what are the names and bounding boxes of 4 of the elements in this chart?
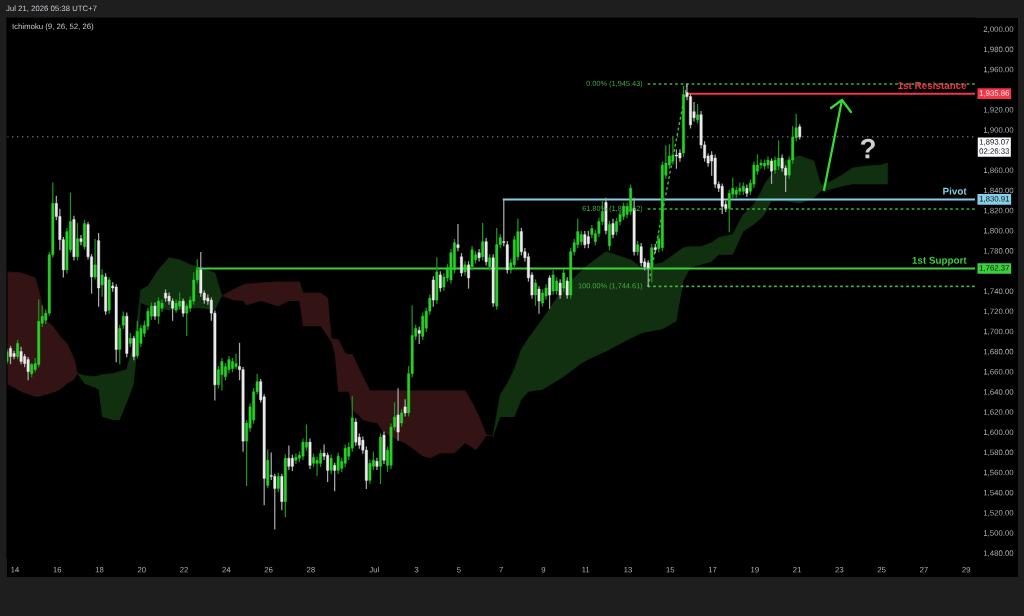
- series-label: 1st Support: [912, 256, 967, 266]
- series-label: 1st Resistance: [898, 81, 967, 89]
- annotation: ?: [860, 138, 875, 159]
- series-label: Pivot: [943, 187, 967, 195]
